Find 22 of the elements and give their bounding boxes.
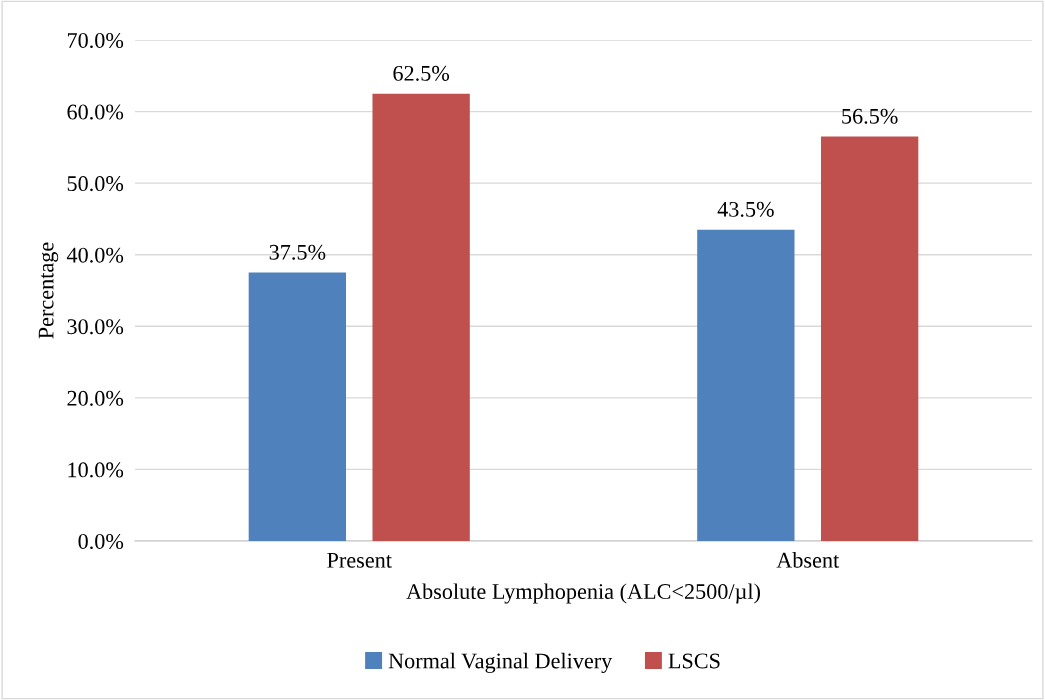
legend-label: Normal Vaginal Delivery <box>388 652 613 673</box>
bar <box>697 229 795 541</box>
x-tick-label: Present <box>327 552 392 568</box>
bar <box>820 136 919 541</box>
bar <box>248 272 347 541</box>
data-label: 56.5% <box>842 108 898 124</box>
data-label: 62.5% <box>393 65 450 81</box>
y-tick-label: 30.0% <box>67 319 124 335</box>
y-axis-title: Percentage <box>38 242 59 339</box>
data-label: 37.5% <box>269 244 326 260</box>
x-tick-label: Absent <box>776 552 840 568</box>
y-tick-label: 0.0% <box>78 533 124 550</box>
y-tick-label: 50.0% <box>67 176 124 192</box>
y-tick-label: 70.0% <box>67 32 124 49</box>
y-tick-label: 20.0% <box>67 390 124 406</box>
data-label: 43.5% <box>717 201 774 217</box>
legend-label: LSCS <box>668 653 720 669</box>
y-tick-label: 60.0% <box>67 104 124 120</box>
y-tick-label: 40.0% <box>66 247 124 263</box>
y-tick-label: 10.0% <box>68 462 124 478</box>
x-axis-title: Absolute Lymphopenia (ALC<2500/µl) <box>406 583 760 604</box>
bar <box>372 93 470 541</box>
